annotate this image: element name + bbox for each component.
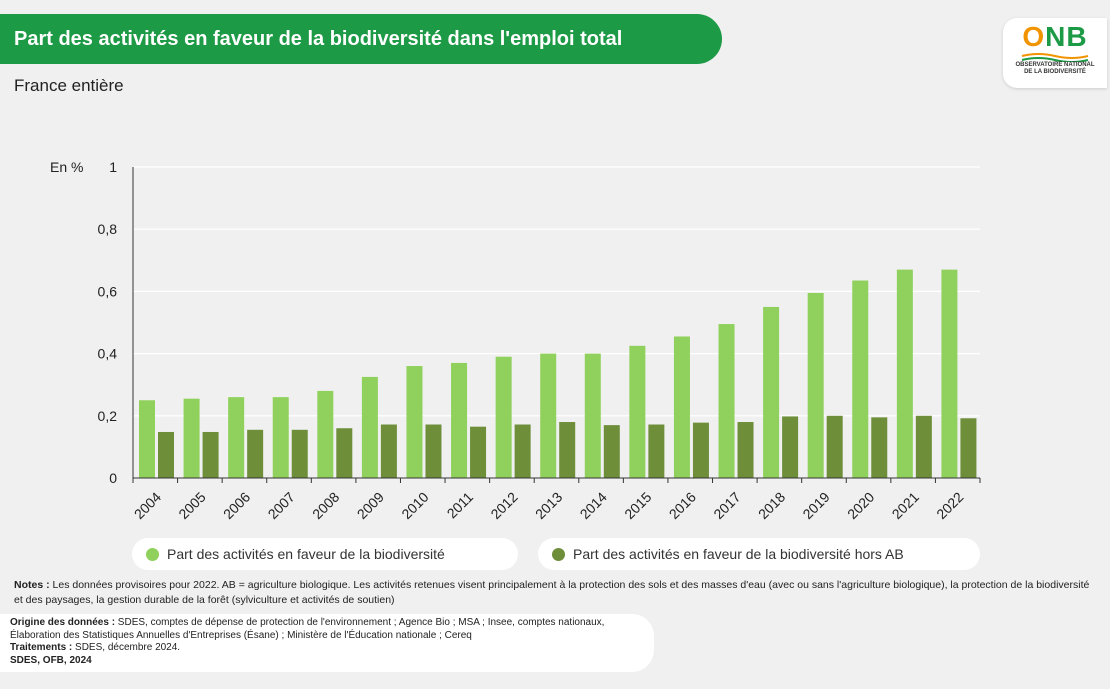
notes-label: Notes : bbox=[14, 579, 50, 591]
bar-series-2-2006 bbox=[247, 429, 264, 478]
chart-subtitle: France entière bbox=[14, 76, 124, 95]
x-tick-label: 2014 bbox=[577, 489, 610, 522]
bar-series-1-2015 bbox=[629, 345, 646, 478]
bar-series-1-2010 bbox=[406, 366, 423, 478]
x-tick-label: 2007 bbox=[265, 489, 298, 522]
x-tick-label: 2015 bbox=[621, 489, 654, 522]
bar-series-2-2010 bbox=[425, 424, 442, 478]
bar-series-1-2019 bbox=[807, 292, 824, 478]
y-tick-label: 0,8 bbox=[98, 221, 118, 237]
bar-series-1-2005 bbox=[183, 398, 200, 478]
logo-line-1: OBSERVATOIRE NATIONAL bbox=[1015, 62, 1095, 68]
bar-series-1-2014 bbox=[584, 353, 601, 478]
treatment-text: SDES, décembre 2024. bbox=[72, 642, 181, 653]
bar-series-2-2015 bbox=[648, 424, 665, 478]
y-unit-label: En % bbox=[50, 159, 83, 175]
bar-series-2-2019 bbox=[826, 415, 843, 478]
bar-series-1-2016 bbox=[673, 336, 690, 478]
bar-series-1-2017 bbox=[718, 324, 735, 478]
bar-series-2-2012 bbox=[514, 424, 531, 478]
x-tick-label: 2017 bbox=[710, 489, 743, 522]
bar-series-1-2021 bbox=[896, 269, 913, 478]
treatment-label: Traitements : bbox=[10, 642, 73, 653]
bar-series-2-2008 bbox=[336, 428, 353, 478]
legend-item-series-2: Part des activités en faveur de la biodi… bbox=[538, 538, 980, 570]
bar-chart: 0 0,2 0,4 0,6 0,8 1 En % 2004 2005 2006 2007 2008 20… bbox=[50, 159, 981, 522]
x-tick-label: 2009 bbox=[354, 489, 387, 522]
x-tick-label: 2022 bbox=[933, 489, 966, 522]
y-tick-label: 1 bbox=[109, 159, 117, 175]
bar-series-2-2018 bbox=[782, 416, 799, 478]
onb-logo: ONB OBSERVATOIRE NATIONAL DE LA BIODIVER… bbox=[1003, 18, 1107, 88]
legend-label-series-1: Part des activités en faveur de la biodi… bbox=[167, 546, 445, 562]
bar-series-1-2008 bbox=[317, 390, 334, 478]
chart-notes: Notes : Les données provisoires pour 202… bbox=[14, 578, 1094, 608]
bar-series-1-2011 bbox=[451, 362, 468, 478]
axis-layer bbox=[132, 167, 981, 483]
bar-series-1-2018 bbox=[763, 306, 780, 478]
bar-series-1-2006 bbox=[228, 397, 245, 478]
bar-series-1-2022 bbox=[941, 269, 958, 478]
bar-series-2-2007 bbox=[291, 429, 308, 478]
bar-series-2-2014 bbox=[603, 425, 620, 478]
legend-item-series-1: Part des activités en faveur de la biodi… bbox=[132, 538, 518, 570]
bar-series-2-2009 bbox=[380, 424, 397, 478]
bar-series-2-2021 bbox=[915, 415, 932, 478]
legend-swatch-series-1 bbox=[146, 547, 159, 561]
x-tick-label: 2019 bbox=[799, 489, 832, 522]
bar-series-2-2013 bbox=[559, 422, 576, 478]
bar-series-1-2012 bbox=[495, 356, 512, 478]
credit-line: SDES, OFB, 2024 bbox=[10, 654, 92, 666]
treatment-line: Traitements : SDES, décembre 2024. bbox=[10, 642, 654, 655]
bar-series-2-2016 bbox=[692, 422, 709, 478]
x-tick-label: 2020 bbox=[844, 489, 877, 522]
title-banner: Part des activités en faveur de la biodi… bbox=[0, 14, 722, 64]
x-tick-label: 2010 bbox=[398, 489, 431, 522]
y-tick-label: 0 bbox=[109, 470, 117, 486]
origin-label: Origine des données : bbox=[10, 617, 116, 628]
bar-series-2-2004 bbox=[158, 431, 174, 478]
x-tick-label: 2013 bbox=[532, 489, 565, 522]
chart-sources: Origine des données : SDES, comptes de d… bbox=[0, 614, 654, 672]
origin-text: SDES, comptes de dépense de protection d… bbox=[10, 617, 605, 641]
bar-series-1-2007 bbox=[272, 397, 289, 478]
x-tick-label: 2012 bbox=[487, 489, 520, 522]
y-tick-label: 0,6 bbox=[98, 283, 118, 299]
logo-mark: ONB bbox=[1022, 21, 1088, 52]
x-tick-label: 2005 bbox=[175, 489, 208, 522]
bar-series-1-2013 bbox=[540, 353, 557, 478]
x-tick-label: 2016 bbox=[666, 489, 699, 522]
x-tick-label: 2018 bbox=[755, 489, 788, 522]
bar-series-1-2009 bbox=[361, 376, 378, 478]
bar-series-2-2022 bbox=[960, 418, 977, 478]
x-tick-label: 2021 bbox=[889, 489, 922, 522]
page-title: Part des activités en faveur de la biodi… bbox=[14, 27, 623, 50]
x-tick-label: 2006 bbox=[220, 489, 253, 522]
x-tick-label: 2008 bbox=[309, 489, 342, 522]
x-tick-label: 2004 bbox=[131, 489, 164, 522]
logo-line-2: DE LA BIODIVERSITÉ bbox=[1024, 69, 1086, 75]
bar-series-2-2017 bbox=[737, 422, 754, 478]
legend-label-series-2: Part des activités en faveur de la biodi… bbox=[573, 546, 904, 562]
legend-swatch-series-2 bbox=[552, 547, 565, 561]
bar-series-2-2011 bbox=[470, 426, 487, 478]
bar-series-1-2004 bbox=[139, 400, 155, 478]
logo-waves-icon bbox=[1021, 53, 1089, 62]
y-tick-label: 0,2 bbox=[98, 408, 118, 424]
notes-text: Les données provisoires pour 2022. AB = … bbox=[14, 579, 1090, 606]
origin-line: Origine des données : SDES, comptes de d… bbox=[10, 617, 654, 642]
bar-layer bbox=[139, 269, 977, 478]
bar-series-2-2020 bbox=[871, 417, 888, 478]
y-tick-label: 0,4 bbox=[98, 346, 118, 362]
x-tick-label: 2011 bbox=[444, 489, 477, 522]
bar-series-1-2020 bbox=[852, 280, 869, 478]
bar-series-2-2005 bbox=[202, 431, 219, 478]
